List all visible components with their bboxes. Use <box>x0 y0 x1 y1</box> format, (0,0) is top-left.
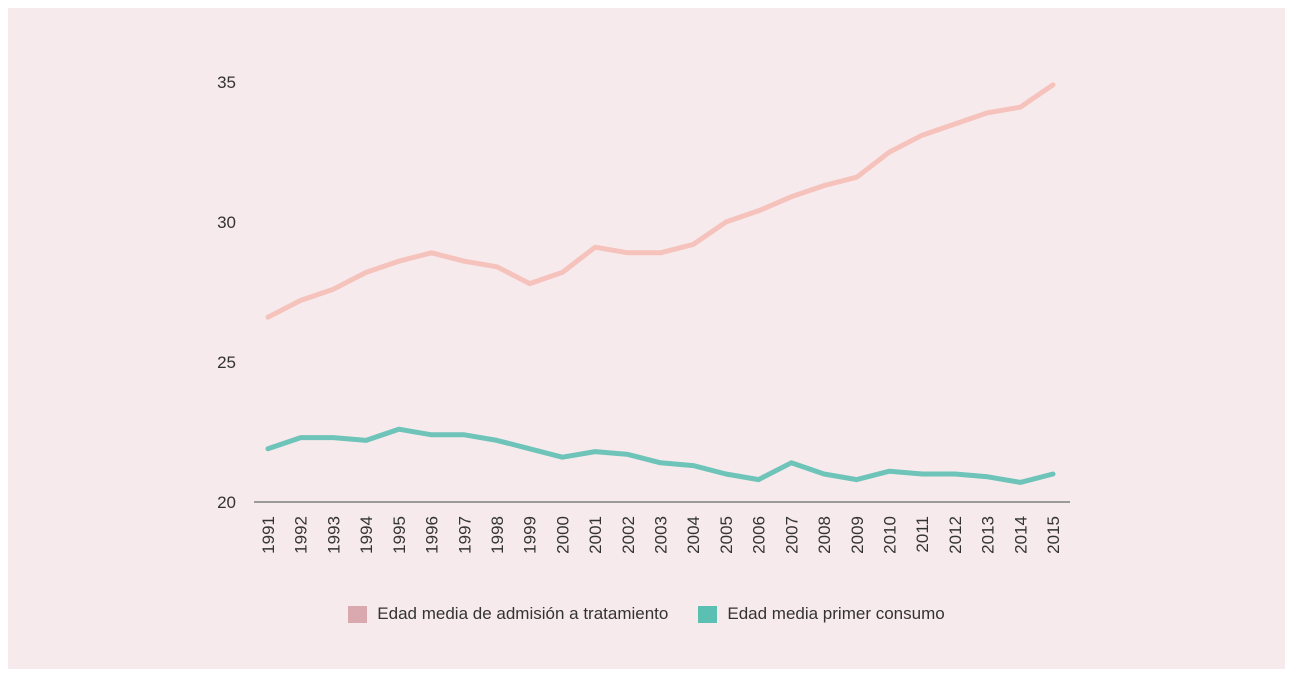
x-tick-label: 2001 <box>586 516 605 554</box>
x-tick-label: 2008 <box>815 516 834 554</box>
y-tick-label: 20 <box>217 493 236 512</box>
legend-label-first-use: Edad media primer consumo <box>727 604 945 623</box>
x-tick-label: 2003 <box>652 516 671 554</box>
x-tick-label: 1997 <box>455 516 474 554</box>
x-axis-ticks: 1991 1992 1993 1994 1995 1996 1997 1998 1999 2000… <box>259 516 1063 554</box>
x-tick-label: 2005 <box>717 516 736 554</box>
x-tick-label: 1994 <box>357 516 376 554</box>
x-tick-label: 2011 <box>913 516 932 553</box>
x-tick-label: 2007 <box>782 516 801 554</box>
x-tick-label: 2014 <box>1011 516 1030 554</box>
series-line-admission <box>265 82 1056 320</box>
x-tick-label: 2009 <box>848 516 867 554</box>
x-tick-label: 2006 <box>750 516 769 554</box>
y-axis-ticks: 20 25 30 35 <box>217 73 236 512</box>
legend: Edad media de admisión a tratamiento Eda… <box>0 604 1293 624</box>
x-tick-label: 2004 <box>684 516 703 554</box>
x-tick-label: 2013 <box>979 516 998 554</box>
series-lines <box>265 82 1056 485</box>
x-tick-label: 1996 <box>423 516 442 554</box>
x-tick-label: 1999 <box>521 516 540 554</box>
series-line-first-use <box>265 426 1056 485</box>
x-tick-label: 2002 <box>619 516 638 554</box>
x-tick-label: 1998 <box>488 516 507 554</box>
x-tick-label: 1995 <box>390 516 409 554</box>
legend-label-admission: Edad media de admisión a tratamiento <box>377 604 669 623</box>
legend-swatch-admission <box>348 605 368 623</box>
legend-item-admission: Edad media de admisión a tratamiento <box>348 604 668 624</box>
x-tick-label: 2000 <box>553 516 572 554</box>
legend-item-first-use: Edad media primer consumo <box>698 604 945 624</box>
x-tick-label: 1991 <box>259 516 278 554</box>
y-tick-label: 25 <box>217 353 236 372</box>
x-tick-label: 2010 <box>880 516 899 554</box>
x-tick-label: 2012 <box>946 516 965 554</box>
y-tick-label: 35 <box>217 73 236 92</box>
x-tick-label: 2015 <box>1044 516 1063 554</box>
legend-swatch-first-use <box>698 605 718 623</box>
x-tick-label: 1993 <box>324 516 343 554</box>
y-tick-label: 30 <box>217 213 236 232</box>
chart-panel <box>8 8 1285 669</box>
x-tick-label: 1992 <box>292 516 311 554</box>
